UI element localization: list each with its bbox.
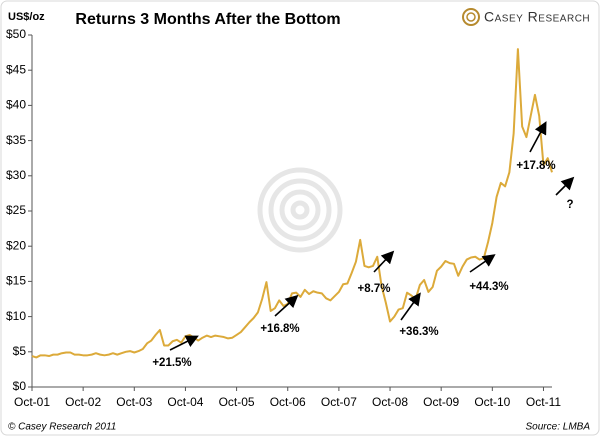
x-tick-label: Oct-03 bbox=[116, 395, 152, 409]
annotation: ? bbox=[566, 199, 573, 211]
annotation: +36.3% bbox=[399, 326, 438, 338]
annotation: +21.5% bbox=[152, 357, 191, 369]
y-tick-label: $40 bbox=[6, 98, 26, 112]
credit: © Casey Research 2011 bbox=[8, 422, 116, 433]
x-tick-label: Oct-05 bbox=[219, 395, 255, 409]
logo: Casey Research bbox=[462, 8, 590, 26]
x-tick-label: Oct-08 bbox=[372, 395, 408, 409]
y-tick-label: $15 bbox=[6, 274, 26, 288]
annotation: +44.3% bbox=[469, 281, 508, 293]
x-tick-label: Oct-04 bbox=[167, 395, 203, 409]
source: Source: LMBA bbox=[526, 422, 591, 433]
x-tick-label: Oct-10 bbox=[474, 395, 510, 409]
y-tick-label: $0 bbox=[13, 379, 27, 393]
annotation: +17.8% bbox=[516, 160, 555, 172]
watermark bbox=[257, 167, 343, 253]
y-tick-label: $5 bbox=[13, 344, 27, 358]
y-tick-label: $35 bbox=[6, 133, 26, 147]
annotation: +16.8% bbox=[260, 323, 299, 335]
annotation: +8.7% bbox=[358, 283, 391, 295]
x-tick-label: Oct-11 bbox=[526, 395, 561, 409]
y-tick-label: $20 bbox=[6, 238, 26, 252]
chart-title: Returns 3 Months After the Bottom bbox=[75, 11, 340, 28]
arrows bbox=[169, 121, 575, 351]
x-tick-label: Oct-07 bbox=[321, 395, 357, 409]
y-tick-label: $10 bbox=[6, 309, 26, 323]
y-tick-label: $45 bbox=[6, 62, 26, 76]
y-axis-label: US$/oz bbox=[8, 11, 45, 23]
y-tick-label: $25 bbox=[6, 203, 26, 217]
x-tick-label: Oct-09 bbox=[423, 395, 459, 409]
y-tick-label: $50 bbox=[6, 27, 26, 41]
price-line bbox=[31, 48, 553, 359]
x-tick-label: Oct-02 bbox=[65, 395, 101, 409]
brand: Casey Research bbox=[484, 9, 590, 25]
x-tick-label: Oct-01 bbox=[14, 395, 50, 409]
x-tick-label: Oct-06 bbox=[270, 395, 306, 409]
y-tick-label: $30 bbox=[6, 168, 26, 182]
